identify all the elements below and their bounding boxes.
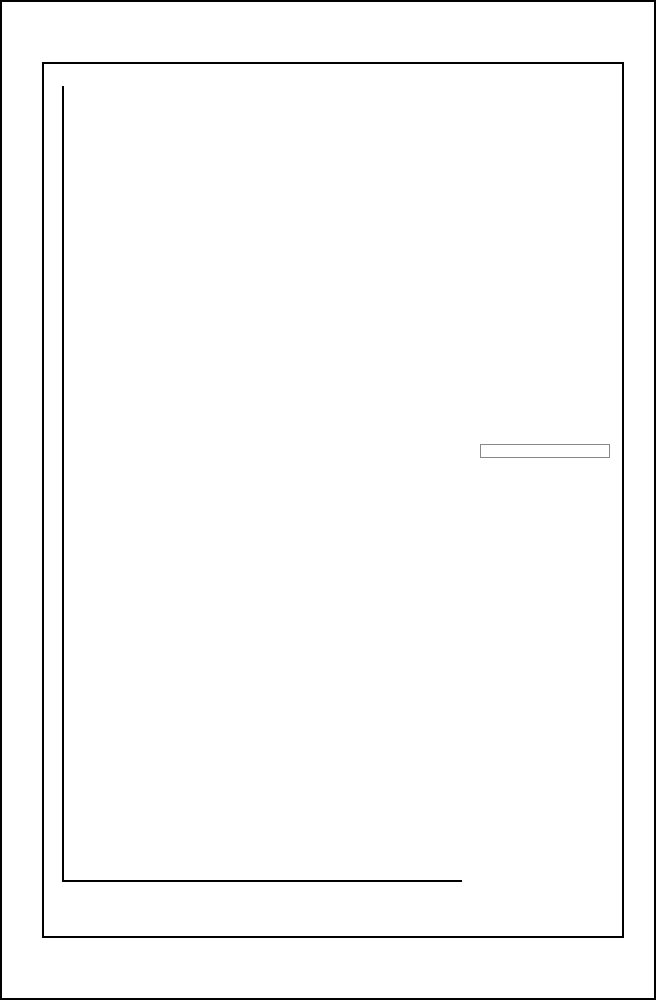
outer-frame [0, 0, 656, 1000]
plot-area [62, 86, 462, 882]
legend [480, 444, 610, 458]
inner-frame [42, 62, 624, 938]
